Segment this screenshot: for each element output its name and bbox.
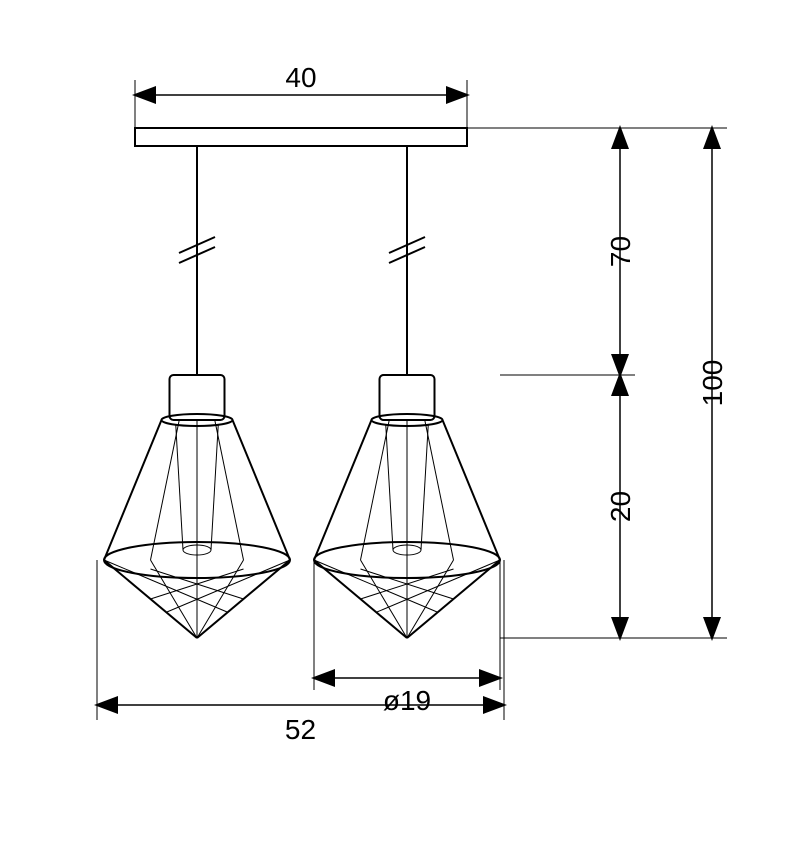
dimension-drawing: 40 ø19 52 70 20 100 xyxy=(0,0,794,850)
dim-shade-dia-label: ø19 xyxy=(383,685,431,716)
dim-bar-width-label: 40 xyxy=(285,62,316,93)
dim-shade-h-label: 20 xyxy=(605,491,636,522)
dim-total-width-label: 52 xyxy=(285,714,316,745)
dim-cable-len-label: 70 xyxy=(605,236,636,267)
ceiling-bar xyxy=(135,128,467,146)
dim-total-h-label: 100 xyxy=(697,360,728,407)
